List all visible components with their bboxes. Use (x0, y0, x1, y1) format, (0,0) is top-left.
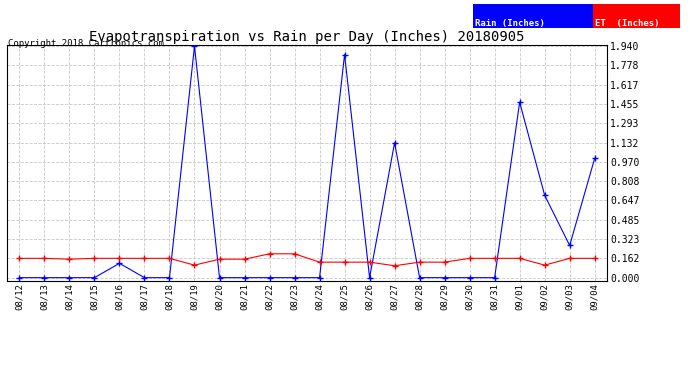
Text: ET  (Inches): ET (Inches) (595, 19, 660, 28)
Text: Copyright 2018 Cartronics.com: Copyright 2018 Cartronics.com (8, 39, 164, 48)
Text: Rain (Inches): Rain (Inches) (475, 19, 544, 28)
Title: Evapotranspiration vs Rain per Day (Inches) 20180905: Evapotranspiration vs Rain per Day (Inch… (89, 30, 525, 44)
